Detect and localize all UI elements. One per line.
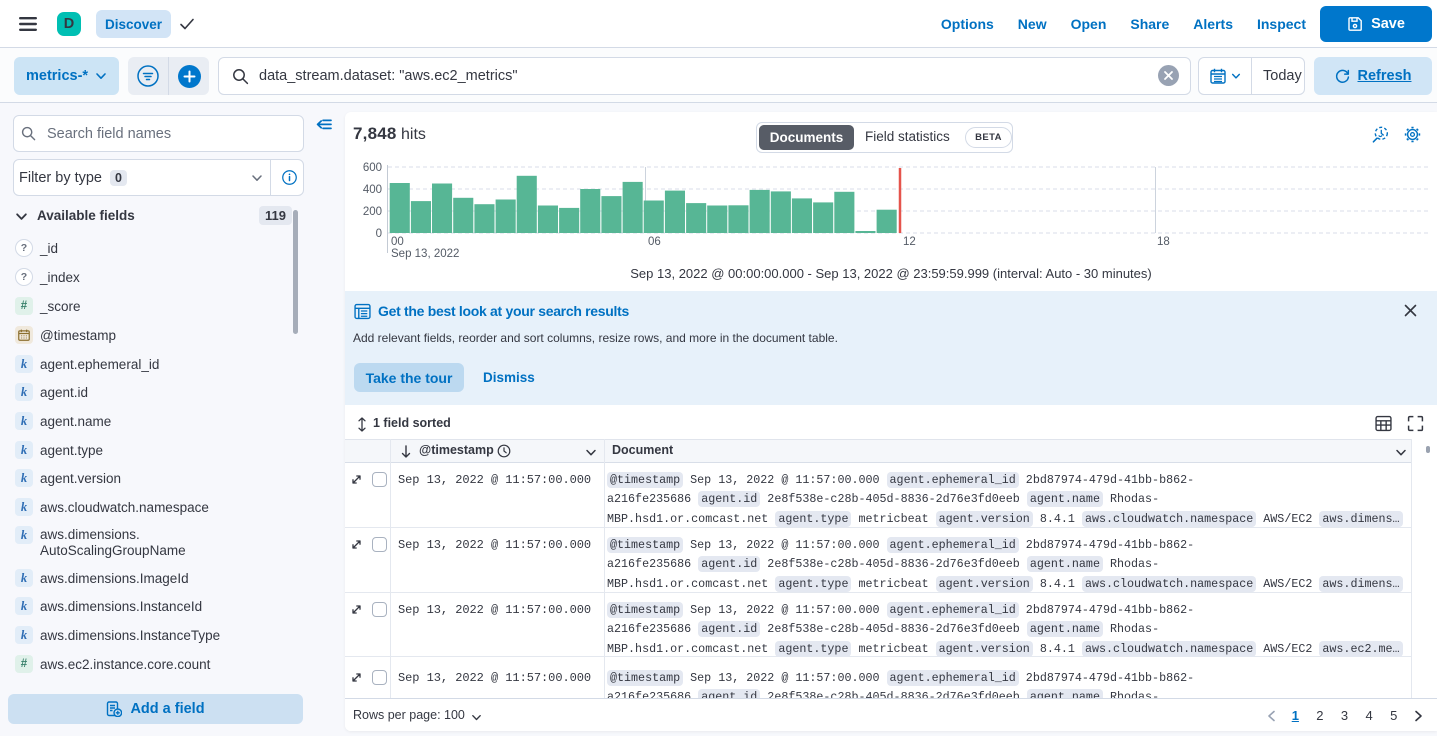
svg-text:12: 12 (903, 236, 916, 248)
svg-text:0: 0 (376, 228, 382, 240)
svg-text:00: 00 (391, 236, 404, 248)
svg-text:Sep 13, 2022: Sep 13, 2022 (391, 248, 459, 260)
svg-text:600: 600 (363, 162, 382, 174)
svg-text:200: 200 (363, 206, 382, 218)
svg-text:06: 06 (648, 236, 661, 248)
svg-text:400: 400 (363, 184, 382, 196)
svg-text:18: 18 (1157, 236, 1170, 248)
